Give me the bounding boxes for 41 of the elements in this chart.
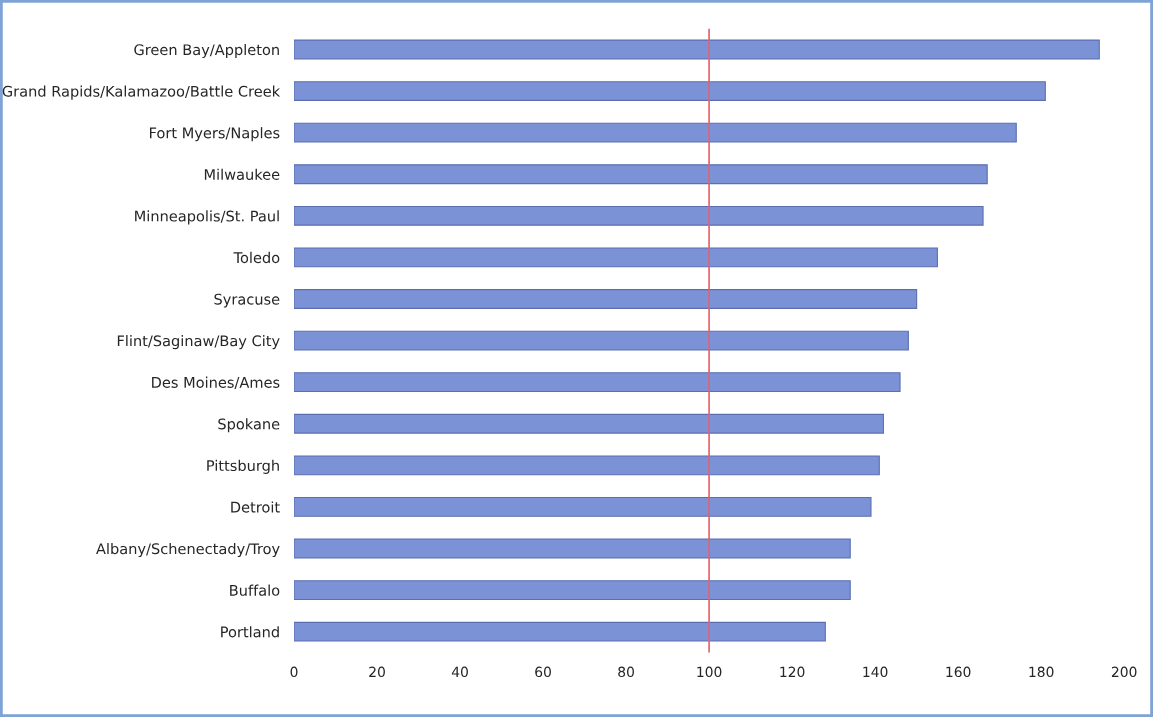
x-tick-label: 100: [697, 666, 722, 678]
y-tick-label: Pittsburgh: [207, 459, 279, 474]
bar: [294, 205, 984, 226]
y-tick-label: Milwaukee: [204, 168, 280, 180]
bar: [294, 81, 1046, 101]
x-tick-label: 200: [1111, 666, 1137, 678]
bar: [294, 39, 1100, 60]
bar: [294, 164, 988, 185]
bar: [294, 122, 1017, 143]
y-tick-label: Toledo: [233, 251, 280, 264]
y-tick-label: Minneapolis/St. Paul: [135, 210, 279, 225]
y-tick-label: Fort Myers/Naples: [150, 127, 280, 142]
x-tick-label: 180: [1029, 666, 1054, 678]
x-tick-label: 40: [451, 666, 468, 678]
x-tick-label: 0: [290, 666, 298, 678]
bar: [294, 580, 851, 601]
y-tick-label: Detroit: [231, 501, 280, 513]
bar: [294, 621, 826, 642]
bar: [294, 247, 938, 268]
y-tick-label: Green Bay/Appleton: [134, 43, 279, 59]
x-tick-label: 80: [618, 666, 634, 678]
x-tick-label: 120: [780, 666, 805, 678]
bar: [294, 330, 909, 351]
y-tick-label: Spokane: [218, 418, 280, 433]
y-tick-label: Flint/Saginaw/Bay City: [117, 335, 280, 350]
x-tick-label: 140: [863, 666, 888, 678]
bar: [294, 455, 880, 476]
bar: [294, 497, 872, 517]
y-tick-label: Grand Rapids/Kalamazoo/Battle Creek: [2, 85, 281, 100]
bar: [294, 538, 851, 559]
y-tick-label: Portland: [221, 626, 279, 638]
y-tick-label: Albany/Schenectady/Troy: [96, 542, 280, 558]
bar: [294, 413, 884, 434]
y-tick-label: Syracuse: [214, 293, 280, 308]
y-tick-label: Des Moines/Ames: [152, 376, 280, 390]
y-tick-label: Buffalo: [230, 584, 280, 596]
x-tick-label: 60: [535, 666, 551, 678]
x-tick-label: 20: [369, 666, 385, 678]
bar: [294, 289, 918, 309]
bar: [294, 372, 901, 393]
x-tick-label: 160: [946, 666, 971, 678]
